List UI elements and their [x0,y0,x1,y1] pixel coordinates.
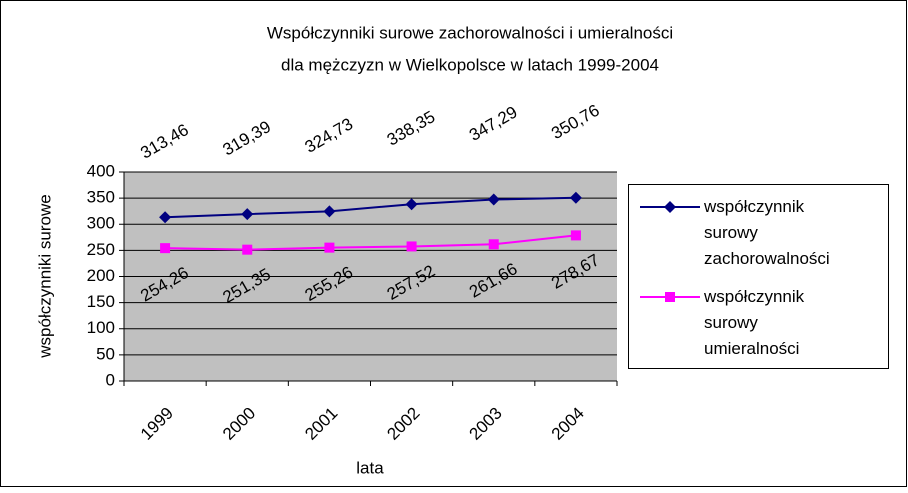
marker [570,230,581,241]
chart-title: Współczynniki surowe zachorowalności i u… [267,23,673,42]
series-line [165,234,577,251]
marker [159,211,172,224]
x-axis-label: lata [356,458,384,477]
chart-title: dla mężczyzn w Wielkopolsce w latach 199… [281,55,659,74]
y-axis-label: współczynniki surowe [35,194,54,358]
y-tick-label: 350 [87,188,115,207]
legend-label: współczynnik surowy zachorowalności [704,197,830,268]
series-line [165,196,576,219]
y-tick-label: 50 [96,344,115,363]
y-tick-label: 300 [87,214,115,233]
y-tick-label: 100 [87,318,115,337]
y-tick-label: 200 [87,266,115,285]
marker [242,244,253,255]
marker [665,292,675,302]
y-tick-label: 250 [87,240,115,259]
legend-item: współczynnik surowy umieralności [704,287,805,358]
y-tick-label: 0 [106,370,115,389]
marker [488,239,499,250]
legend [628,184,889,369]
legend-label: współczynnik surowy umieralności [704,287,805,358]
marker [323,205,336,218]
marker [405,198,418,211]
marker [664,201,676,213]
marker [569,191,582,204]
marker [324,242,335,253]
legend-item: współczynnik surowy zachorowalności [704,197,830,268]
marker [160,243,171,254]
marker [406,241,417,252]
marker [241,208,254,221]
y-tick-label: 150 [87,292,115,311]
y-tick-label: 400 [87,161,115,180]
marker [487,193,500,206]
